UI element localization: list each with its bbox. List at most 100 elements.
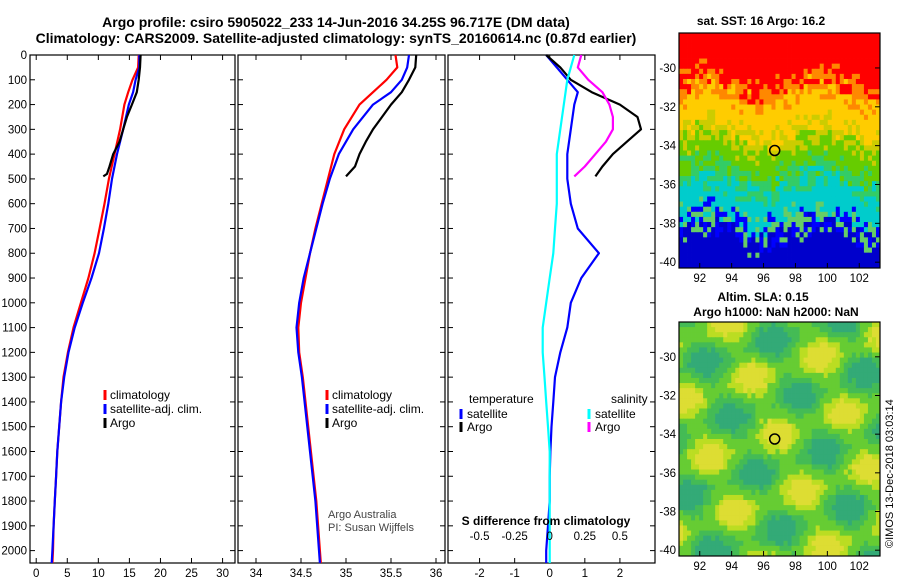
map-cell bbox=[871, 232, 877, 238]
map-cell bbox=[787, 545, 792, 552]
map-cell bbox=[799, 201, 805, 208]
map-cell bbox=[867, 535, 873, 542]
map-cell bbox=[747, 119, 752, 126]
map-cell bbox=[827, 520, 833, 526]
map-cell bbox=[755, 464, 760, 470]
map-cell bbox=[803, 403, 809, 409]
map-cell bbox=[743, 393, 748, 399]
map-cell bbox=[827, 237, 833, 243]
map-cell bbox=[679, 525, 684, 531]
map-cell bbox=[775, 150, 780, 157]
map-cell bbox=[707, 247, 712, 254]
map-cell bbox=[755, 262, 760, 269]
map-cell bbox=[823, 337, 829, 343]
map-cell bbox=[799, 176, 805, 182]
map-cell bbox=[791, 505, 796, 511]
x-tick-label: 36 bbox=[430, 568, 443, 580]
map-cell bbox=[819, 449, 825, 455]
map-cell bbox=[831, 515, 837, 521]
map-cell bbox=[683, 484, 688, 491]
map-cell bbox=[775, 78, 780, 85]
y-tick-label: 800 bbox=[8, 248, 27, 260]
map-cell bbox=[747, 464, 752, 470]
map-cell bbox=[803, 474, 809, 481]
map-cell bbox=[743, 322, 748, 328]
map-cell bbox=[791, 459, 796, 465]
map-cell bbox=[703, 418, 708, 425]
map-cell bbox=[875, 362, 881, 369]
map-cell bbox=[783, 247, 788, 254]
map-cell bbox=[727, 63, 732, 70]
map-cell bbox=[747, 357, 752, 364]
map-cell bbox=[819, 211, 825, 218]
map-cell bbox=[743, 383, 748, 389]
map-cell bbox=[695, 413, 700, 420]
map-cell bbox=[699, 94, 704, 100]
map-cell bbox=[871, 393, 877, 399]
map-cell bbox=[703, 383, 708, 389]
map-cell bbox=[779, 191, 784, 197]
map-cell bbox=[807, 43, 813, 49]
map-cell bbox=[723, 433, 728, 440]
map-cell bbox=[699, 494, 704, 501]
map-cell bbox=[731, 78, 736, 85]
map-cell bbox=[843, 252, 849, 259]
map-cell bbox=[755, 140, 760, 146]
map-cell bbox=[811, 489, 817, 496]
map-cell bbox=[783, 191, 788, 197]
map-cell bbox=[679, 545, 684, 552]
map-cell bbox=[823, 252, 829, 259]
map-cell bbox=[819, 550, 825, 557]
map-cell bbox=[699, 222, 704, 228]
map-cell bbox=[687, 99, 692, 105]
map-cell bbox=[727, 444, 732, 450]
map-cell bbox=[731, 104, 736, 111]
map-cell bbox=[815, 43, 821, 49]
map-cell bbox=[843, 109, 849, 116]
map-cell bbox=[799, 332, 805, 338]
map-cell bbox=[763, 372, 768, 379]
map-cell bbox=[811, 439, 817, 445]
map-y-tick-label: -38 bbox=[659, 507, 676, 519]
map-cell bbox=[727, 124, 732, 131]
map-cell bbox=[755, 520, 760, 526]
map-cell bbox=[723, 510, 728, 516]
map-cell bbox=[843, 33, 849, 39]
map-cell bbox=[767, 84, 772, 90]
map-cell bbox=[771, 505, 776, 511]
map-cell bbox=[751, 38, 756, 44]
map-cell bbox=[747, 43, 752, 49]
map-cell bbox=[823, 484, 829, 491]
map-cell bbox=[755, 474, 760, 481]
map-cell bbox=[851, 540, 857, 547]
map-cell bbox=[679, 454, 684, 460]
map-cell bbox=[843, 423, 849, 430]
map-cell bbox=[687, 494, 692, 501]
map-cell bbox=[707, 510, 712, 516]
map-cell bbox=[723, 262, 728, 269]
map-cell bbox=[823, 150, 829, 157]
map-cell bbox=[839, 418, 845, 425]
map-cell bbox=[775, 352, 780, 359]
map-cell bbox=[855, 124, 861, 131]
map-cell bbox=[763, 140, 768, 146]
map-cell bbox=[843, 444, 849, 450]
map-cell bbox=[803, 242, 809, 248]
map-cell bbox=[823, 222, 829, 228]
map-cell bbox=[715, 494, 720, 501]
map-cell bbox=[755, 206, 760, 213]
map-cell bbox=[859, 342, 865, 348]
map-cell bbox=[711, 540, 716, 547]
map-cell bbox=[799, 33, 805, 39]
map-cell bbox=[815, 155, 821, 162]
map-cell bbox=[747, 342, 752, 348]
map-cell bbox=[767, 428, 772, 435]
map-cell bbox=[739, 68, 744, 75]
map-cell bbox=[811, 479, 817, 486]
map-cell bbox=[759, 94, 764, 100]
map-cell bbox=[819, 520, 825, 526]
map-cell bbox=[727, 43, 732, 49]
map-cell bbox=[771, 84, 776, 90]
map-cell bbox=[703, 247, 708, 254]
map-cell bbox=[855, 393, 861, 399]
